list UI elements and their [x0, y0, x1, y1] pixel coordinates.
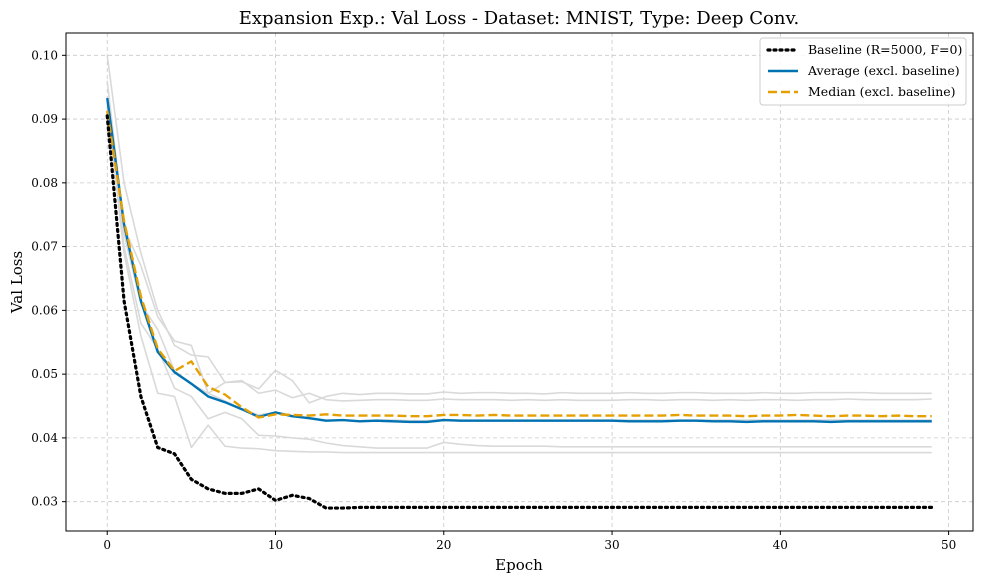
y-tick-label: 0.06 — [31, 303, 58, 317]
y-tick-label: 0.08 — [31, 176, 58, 190]
x-tick-label: 0 — [103, 538, 111, 552]
y-tick-label: 0.05 — [31, 367, 58, 381]
y-tick-label: 0.04 — [31, 431, 58, 445]
legend-label-average: Average (excl. baseline) — [807, 63, 960, 78]
grid-lines — [66, 33, 973, 531]
x-tick-label: 20 — [436, 538, 451, 552]
x-tick-label: 50 — [941, 538, 956, 552]
x-axis-ticks: 0 10 20 30 40 50 — [103, 531, 956, 552]
y-tick-label: 0.07 — [31, 240, 58, 254]
y-axis-ticks: 0.03 0.04 0.05 0.06 0.07 0.08 0.09 0.10 — [31, 48, 66, 509]
x-tick-label: 40 — [773, 538, 788, 552]
chart-title: Expansion Exp.: Val Loss - Dataset: MNIS… — [239, 8, 800, 29]
summary-lines — [105, 97, 934, 510]
legend-label-baseline: Baseline (R=5000, F=0) — [808, 42, 962, 57]
series-line-run-5 — [106, 99, 932, 449]
series-line-baseline — [105, 114, 934, 510]
plot-frame — [65, 32, 974, 532]
series-line-run-6 — [106, 106, 932, 454]
x-tick-label: 30 — [604, 538, 619, 552]
x-tick-label: 10 — [268, 538, 283, 552]
y-tick-label: 0.09 — [31, 112, 58, 126]
y-axis-label: Val Loss — [8, 251, 26, 314]
legend-label-median: Median (excl. baseline) — [808, 84, 956, 99]
legend: Baseline (R=5000, F=0) Average (excl. ba… — [759, 37, 967, 106]
series-line-run-4 — [106, 80, 932, 402]
y-tick-label: 0.03 — [31, 495, 58, 509]
series-line-median — [106, 110, 932, 419]
y-tick-label: 0.10 — [31, 48, 58, 62]
series-line-average — [106, 97, 932, 424]
x-axis-label: Epoch — [495, 556, 543, 574]
legend-box — [759, 37, 967, 106]
